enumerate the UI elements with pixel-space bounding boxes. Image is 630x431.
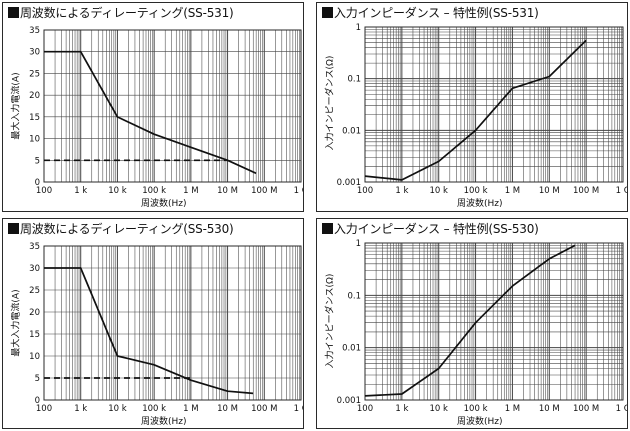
x-axis-label: 周波数(Hz) xyxy=(457,417,503,427)
chart-title: 入力インピーダンス – 特性例(SS-531) xyxy=(322,4,539,21)
x-tick-label: 10 k xyxy=(429,404,448,414)
chart-plot: 100 1 k 10 k 100 k 1 M 10 M 100 M 1 G 0.001 0.01 0… xyxy=(337,23,627,196)
title-bullet-icon xyxy=(322,223,333,234)
y-tick-label: 30 xyxy=(29,264,40,274)
y-tick-label: 10 xyxy=(29,135,40,145)
x-tick-label: 100 k xyxy=(142,186,166,196)
x-tick-label: 1 M xyxy=(183,186,198,196)
x-tick-label: 100 k xyxy=(464,404,488,414)
series-line xyxy=(364,39,587,181)
chart-title: 周波数によるディレーティング(SS-531) xyxy=(8,4,234,21)
y-tick-label: 0.1 xyxy=(347,291,361,301)
y-tick-label: 1 xyxy=(356,23,361,33)
series-line xyxy=(44,267,254,395)
x-axis-label: 周波数(Hz) xyxy=(141,199,187,209)
y-tick-label: 0.01 xyxy=(342,344,361,354)
y-tick-label: 25 xyxy=(29,69,40,79)
y-axis-label: 入力インピーダンス(Ω) xyxy=(325,273,336,369)
x-tick-label: 100 M xyxy=(251,404,277,414)
x-tick-label: 10 k xyxy=(429,186,448,196)
y-tick-label: 15 xyxy=(29,113,40,123)
chart-title: 入力インピーダンス – 特性例(SS-530) xyxy=(322,220,539,237)
title-bullet-icon xyxy=(8,7,19,18)
y-axis-label: 入力インピーダンス(Ω) xyxy=(325,55,336,151)
x-tick-label: 100 xyxy=(36,186,52,196)
x-tick-label: 1 M xyxy=(183,404,198,414)
x-tick-label: 1 G xyxy=(616,186,627,196)
x-tick-label: 100 k xyxy=(464,186,488,196)
x-tick-label: 1 k xyxy=(74,404,87,414)
y-tick-label: 5 xyxy=(35,374,40,384)
x-tick-label: 100 xyxy=(357,404,373,414)
chart-title: 周波数によるディレーティング(SS-530) xyxy=(8,220,234,237)
y-tick-label: 15 xyxy=(29,330,40,340)
x-tick-label: 100 k xyxy=(142,404,166,414)
chart-plot: 100 1 k 10 k 100 k 1 M 10 M 100 M 1 G 0 5 10 15 20 25… xyxy=(29,26,303,196)
x-tick-label: 1 G xyxy=(294,186,303,196)
x-axis-label: 周波数(Hz) xyxy=(457,199,503,209)
x-tick-label: 10 M xyxy=(539,404,560,414)
y-tick-label: 0.001 xyxy=(337,178,361,188)
plot-frame xyxy=(43,29,302,183)
x-tick-label: 100 M xyxy=(251,186,277,196)
x-tick-label: 10 k xyxy=(108,186,127,196)
y-tick-label: 35 xyxy=(29,26,40,36)
x-tick-label: 100 M xyxy=(573,404,599,414)
chart-plot: 100 1 k 10 k 100 k 1 M 10 M 100 M 1 G 0.001 0.01 0… xyxy=(337,239,627,414)
series-line xyxy=(364,244,576,397)
y-tick-label: 0.1 xyxy=(347,75,361,85)
title-bullet-icon xyxy=(322,7,333,18)
x-tick-label: 1 k xyxy=(395,186,408,196)
y-tick-label: 0.001 xyxy=(337,396,361,406)
x-tick-label: 10 M xyxy=(217,404,238,414)
x-tick-label: 100 xyxy=(357,186,373,196)
x-tick-label: 1 k xyxy=(74,186,87,196)
plot-frame xyxy=(43,245,302,401)
y-tick-label: 0 xyxy=(35,396,40,406)
x-tick-label: 10 k xyxy=(108,404,127,414)
x-tick-label: 1 M xyxy=(505,404,520,414)
x-tick-label: 100 M xyxy=(573,186,599,196)
x-tick-label: 1 G xyxy=(616,404,627,414)
chart-plot: 100 1 k 10 k 100 k 1 M 10 M 100 M 1 G 0 5 10 15 20 25… xyxy=(29,242,303,414)
title-bullet-icon xyxy=(8,223,19,234)
x-tick-label: 100 xyxy=(36,404,52,414)
y-tick-label: 1 xyxy=(356,239,361,249)
x-axis-label: 周波数(Hz) xyxy=(141,417,187,427)
y-tick-label: 10 xyxy=(29,352,40,362)
y-axis-label: 最大入力電流(A) xyxy=(11,289,22,357)
y-tick-label: 30 xyxy=(29,48,40,58)
y-tick-label: 25 xyxy=(29,286,40,296)
x-tick-label: 10 M xyxy=(539,186,560,196)
x-tick-label: 10 M xyxy=(217,186,238,196)
plot-frame xyxy=(364,242,624,401)
plot-frame xyxy=(364,26,624,183)
x-tick-label: 1 k xyxy=(395,404,408,414)
y-axis-label: 最大入力電流(A) xyxy=(11,72,22,140)
x-tick-label: 1 M xyxy=(505,186,520,196)
y-tick-label: 20 xyxy=(29,308,40,318)
x-tick-label: 1 G xyxy=(294,404,303,414)
y-tick-label: 35 xyxy=(29,242,40,252)
y-tick-label: 20 xyxy=(29,91,40,101)
y-tick-label: 0 xyxy=(35,178,40,188)
y-tick-label: 0.01 xyxy=(342,126,361,136)
y-tick-label: 5 xyxy=(35,156,40,166)
